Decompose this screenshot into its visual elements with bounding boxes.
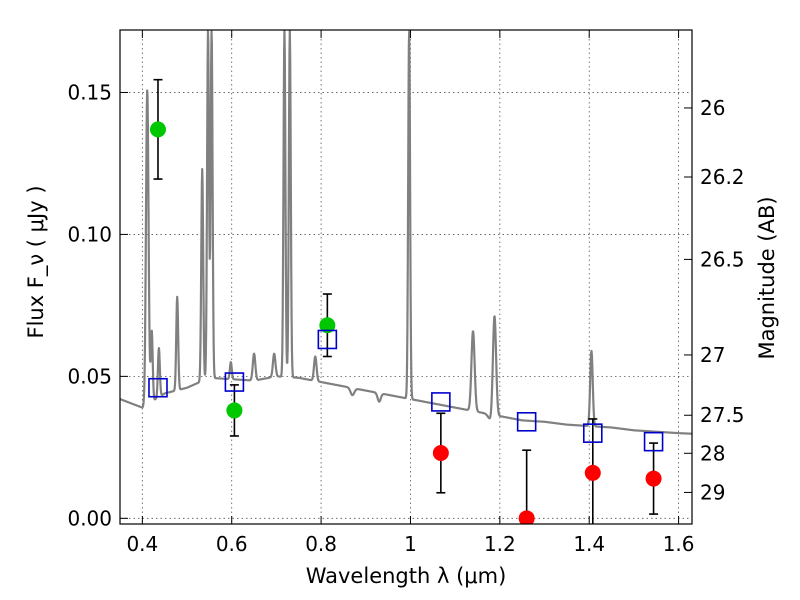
y-tick-label: 0.00 (67, 506, 112, 530)
x-tick-label: 1.4 (573, 532, 605, 556)
y-tick-label: 0.05 (67, 364, 112, 388)
y-axis-title-left: Flux F_ν ( μJy ) (24, 185, 49, 338)
model-square-point (224, 372, 245, 392)
model-square-point (643, 431, 664, 452)
right-tick-label: 28 (700, 441, 725, 465)
model-square-point (431, 392, 451, 412)
data-points (148, 78, 664, 524)
model-square-point (516, 411, 537, 432)
x-tick-label: 1 (404, 532, 417, 556)
right-tick-label: 27.5 (700, 403, 745, 427)
model-square-point (317, 329, 338, 350)
right-tick-label: 26.2 (700, 165, 745, 189)
plot-frame (119, 29, 693, 525)
right-tick-label: 26 (700, 96, 725, 120)
y-tick-label: 0.15 (67, 80, 112, 104)
model-square-point (148, 377, 168, 398)
x-tick-label: 0.8 (305, 532, 337, 556)
x-axis-title: Wavelength λ (μm) (306, 564, 507, 588)
green-flux-point (319, 317, 336, 334)
spectrum (120, 30, 692, 435)
tick-labels: 0.4 0.6 0.8 1 1.2 1.4 1.6 0.00 0.05 0.10 0.15 26 26.… (67, 80, 744, 556)
x-tick-label: 1.6 (663, 532, 695, 556)
red-flux-point (432, 445, 449, 462)
right-tick-label: 26.5 (700, 247, 745, 271)
x-tick-label: 0.4 (126, 532, 158, 556)
red-flux-point (584, 464, 601, 481)
red-flux-point (645, 470, 662, 487)
red-flux-point (518, 510, 535, 524)
x-tick-label: 0.6 (216, 532, 248, 556)
x-tick-label: 1.2 (484, 532, 516, 556)
right-tick-label: 29 (700, 480, 725, 504)
green-flux-point (149, 121, 166, 138)
model-square-point (582, 423, 603, 443)
y-axis-title-right: Magnitude (AB) (755, 196, 779, 359)
axes (119, 29, 693, 525)
right-tick-label: 27 (700, 343, 725, 367)
spectrum-line (120, 30, 692, 435)
y-tick-label: 0.10 (67, 222, 112, 246)
green-flux-point (226, 402, 243, 419)
